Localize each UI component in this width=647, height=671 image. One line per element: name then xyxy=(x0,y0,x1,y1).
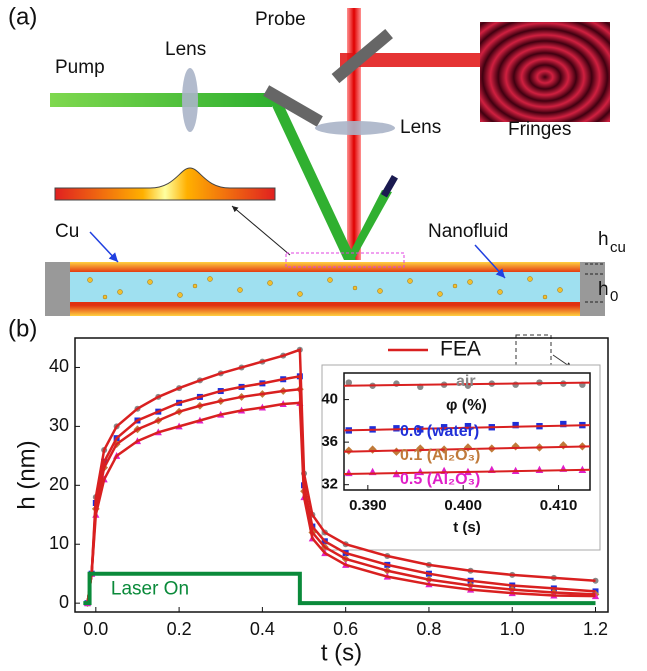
panel-label: (b) xyxy=(8,315,37,342)
pump-reflected xyxy=(346,190,392,260)
particles xyxy=(87,276,563,300)
label: h xyxy=(598,229,609,250)
lens xyxy=(182,68,198,132)
arrow xyxy=(474,244,506,279)
focus-box xyxy=(285,252,405,268)
laser-label: Laser On xyxy=(111,579,189,600)
mirror xyxy=(263,85,323,127)
x-tick-label: 0.6 xyxy=(333,619,358,639)
fit-line xyxy=(86,374,596,604)
y-tick-label: 36 xyxy=(321,433,338,450)
label: Lens xyxy=(165,39,206,60)
x-tick-label: 0.410 xyxy=(540,497,578,514)
y-tick-label: 20 xyxy=(49,474,69,494)
label: cu xyxy=(610,239,626,256)
label: Lens xyxy=(400,117,441,138)
label: 0 xyxy=(610,288,618,305)
y-tick-label: 40 xyxy=(49,356,69,376)
mirror xyxy=(331,28,393,84)
legend-label: 0.1 (Al₂O₃) xyxy=(400,447,480,464)
fit-line xyxy=(86,387,596,604)
plot-frame xyxy=(343,372,591,491)
arrow xyxy=(231,205,291,256)
label: Probe xyxy=(255,9,306,30)
panel-a: (a) Pump Lens Probe Lens Fringes C xyxy=(8,3,626,316)
profile xyxy=(54,167,276,201)
point xyxy=(512,421,519,429)
point xyxy=(416,444,425,453)
label: Fringes xyxy=(508,119,571,140)
x-axis-label: t (s) xyxy=(321,639,362,666)
fit-line xyxy=(343,468,591,476)
legend-label: 0.0 (water) xyxy=(400,423,479,440)
y-tick-label: 32 xyxy=(321,476,338,493)
end-cap xyxy=(45,262,70,316)
lens xyxy=(315,121,395,135)
legend-label: air xyxy=(456,373,476,390)
fit-line xyxy=(86,348,596,604)
pump-beam xyxy=(50,93,272,107)
label: Nanofluid xyxy=(428,221,508,242)
y-tick-label: 30 xyxy=(49,415,69,435)
arrow xyxy=(89,231,119,263)
probe-reflected xyxy=(340,53,480,67)
label: Cu xyxy=(55,221,79,242)
point xyxy=(512,381,519,388)
fit-line xyxy=(343,424,591,432)
fit-line xyxy=(86,401,596,604)
point xyxy=(463,443,473,452)
point xyxy=(464,422,472,430)
point xyxy=(560,420,567,428)
panel-label: (a) xyxy=(8,3,37,30)
legend-title: φ (%) xyxy=(446,397,487,414)
label: Pump xyxy=(55,57,105,78)
laser-line xyxy=(83,571,596,606)
point xyxy=(345,379,352,386)
y-axis-label: h (nm) xyxy=(13,440,40,509)
legend-label: FEA xyxy=(440,338,481,361)
plot-frame xyxy=(74,337,609,613)
point xyxy=(440,424,448,431)
x-tick-label: 0.8 xyxy=(416,619,441,639)
fit-line xyxy=(343,445,591,453)
x-tick-label: 0.0 xyxy=(83,619,108,639)
detector xyxy=(380,174,398,198)
x-tick-label: 0.4 xyxy=(250,619,275,639)
legend-label: 0.5 (Al₂O₃) xyxy=(400,471,480,488)
fit-line xyxy=(343,381,591,387)
x-tick-label: 1.2 xyxy=(583,619,608,639)
y-tick-label: 0 xyxy=(59,592,69,612)
x-tick-label: 0.390 xyxy=(349,497,387,514)
fringes-image xyxy=(480,22,610,122)
y-tick-label: 10 xyxy=(49,533,69,553)
x-tick-label: 0.2 xyxy=(167,619,192,639)
pump-down xyxy=(266,93,356,260)
label: h xyxy=(598,279,609,300)
x-axis-label: t (s) xyxy=(453,519,481,536)
x-tick-label: 1.0 xyxy=(500,619,525,639)
y-tick-label: 40 xyxy=(321,391,338,408)
nanofluid xyxy=(70,272,585,302)
end-cap xyxy=(580,262,605,316)
x-tick-label: 0.400 xyxy=(444,497,482,514)
